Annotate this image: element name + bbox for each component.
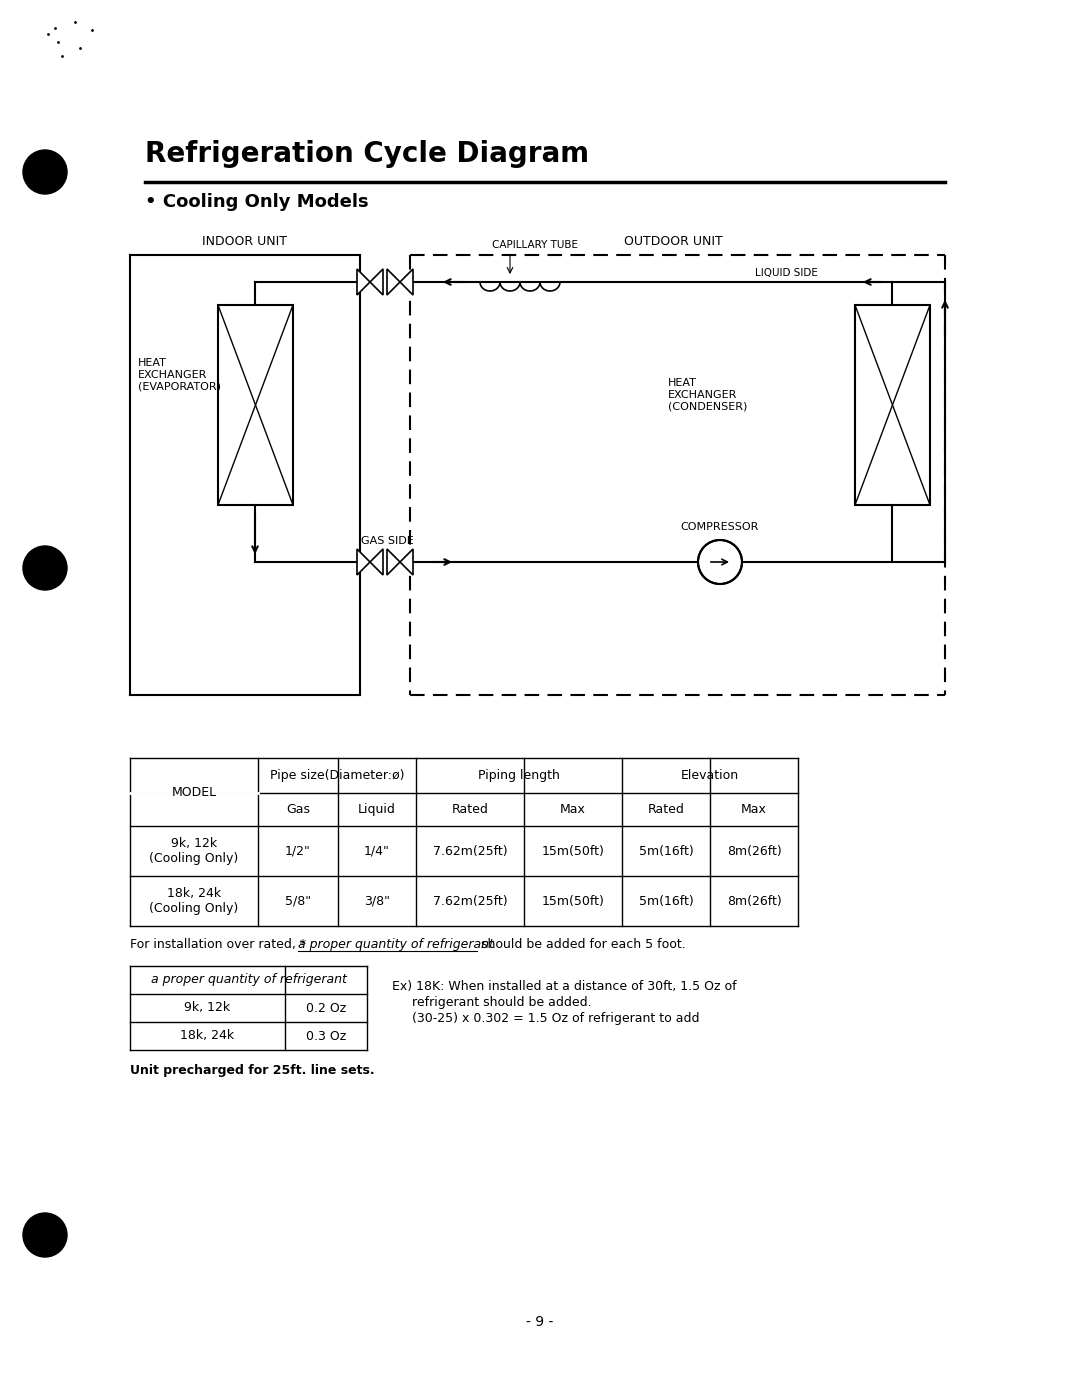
Text: 0.2 Oz: 0.2 Oz — [306, 1001, 346, 1014]
Text: Unit precharged for 25ft. line sets.: Unit precharged for 25ft. line sets. — [130, 1064, 375, 1078]
Text: 8m(26ft): 8m(26ft) — [727, 895, 781, 907]
Text: 9k, 12k: 9k, 12k — [185, 1001, 230, 1014]
Text: 5m(16ft): 5m(16ft) — [638, 895, 693, 907]
Text: Piping length: Piping length — [478, 769, 559, 783]
Circle shape — [23, 546, 67, 590]
Text: COMPRESSOR: COMPRESSOR — [680, 522, 759, 532]
Polygon shape — [400, 269, 413, 295]
Polygon shape — [370, 548, 383, 575]
Text: Rated: Rated — [648, 803, 685, 816]
Text: - 9 -: - 9 - — [526, 1314, 554, 1330]
Text: 3/8": 3/8" — [364, 895, 390, 907]
Polygon shape — [387, 548, 400, 575]
Text: Rated: Rated — [451, 803, 488, 816]
Text: 8m(26ft): 8m(26ft) — [727, 845, 781, 857]
Text: Pipe size(Diameter:ø): Pipe size(Diameter:ø) — [270, 769, 404, 783]
Circle shape — [23, 1213, 67, 1258]
Text: LIQUID SIDE: LIQUID SIDE — [755, 269, 818, 278]
Text: 18k, 24k: 18k, 24k — [180, 1029, 234, 1043]
Circle shape — [698, 540, 742, 584]
Text: Max: Max — [741, 803, 767, 816]
Text: Refrigeration Cycle Diagram: Refrigeration Cycle Diagram — [145, 140, 589, 168]
Text: a proper quantity of refrigerant: a proper quantity of refrigerant — [298, 938, 494, 951]
Text: Gas: Gas — [286, 803, 310, 816]
Text: INDOOR UNIT: INDOOR UNIT — [203, 235, 287, 248]
Text: 18k, 24k
(Cooling Only): 18k, 24k (Cooling Only) — [149, 886, 239, 915]
Text: MODEL: MODEL — [172, 785, 217, 799]
Text: 7.62m(25ft): 7.62m(25ft) — [433, 845, 508, 857]
Text: 0.3 Oz: 0.3 Oz — [306, 1029, 346, 1043]
Text: a proper quantity of refrigerant: a proper quantity of refrigerant — [150, 974, 347, 986]
Text: For installation over rated, *: For installation over rated, * — [130, 938, 306, 951]
Text: Elevation: Elevation — [680, 769, 739, 783]
Text: HEAT
EXCHANGER
(CONDENSER): HEAT EXCHANGER (CONDENSER) — [669, 378, 747, 411]
Text: should be added for each 5 foot.: should be added for each 5 foot. — [477, 938, 686, 951]
Text: 15m(50ft): 15m(50ft) — [541, 845, 605, 857]
Bar — [855, 305, 930, 506]
Text: 9k, 12k
(Cooling Only): 9k, 12k (Cooling Only) — [149, 837, 239, 866]
Polygon shape — [357, 269, 370, 295]
Polygon shape — [370, 269, 383, 295]
Circle shape — [23, 150, 67, 194]
Polygon shape — [387, 269, 400, 295]
Text: 1/2": 1/2" — [285, 845, 311, 857]
Text: • Cooling Only Models: • Cooling Only Models — [145, 193, 368, 211]
Text: (30-25) x 0.302 = 1.5 Oz of refrigerant to add: (30-25) x 0.302 = 1.5 Oz of refrigerant … — [392, 1012, 700, 1025]
Text: OUTDOOR UNIT: OUTDOOR UNIT — [623, 235, 723, 248]
Text: GAS SIDE: GAS SIDE — [361, 536, 414, 546]
Text: 1/4": 1/4" — [364, 845, 390, 857]
Text: Ex) 18K: When installed at a distance of 30ft, 1.5 Oz of: Ex) 18K: When installed at a distance of… — [392, 981, 737, 993]
Text: 7.62m(25ft): 7.62m(25ft) — [433, 895, 508, 907]
Text: 5/8": 5/8" — [285, 895, 311, 907]
Polygon shape — [357, 548, 370, 575]
Text: 5m(16ft): 5m(16ft) — [638, 845, 693, 857]
Text: 15m(50ft): 15m(50ft) — [541, 895, 605, 907]
Polygon shape — [400, 548, 413, 575]
Text: CAPILLARY TUBE: CAPILLARY TUBE — [492, 240, 578, 251]
Text: Liquid: Liquid — [359, 803, 396, 816]
Text: HEAT
EXCHANGER
(EVAPORATOR): HEAT EXCHANGER (EVAPORATOR) — [138, 359, 221, 392]
Text: refrigerant should be added.: refrigerant should be added. — [392, 996, 592, 1010]
Text: Max: Max — [561, 803, 586, 816]
Bar — [218, 305, 293, 506]
